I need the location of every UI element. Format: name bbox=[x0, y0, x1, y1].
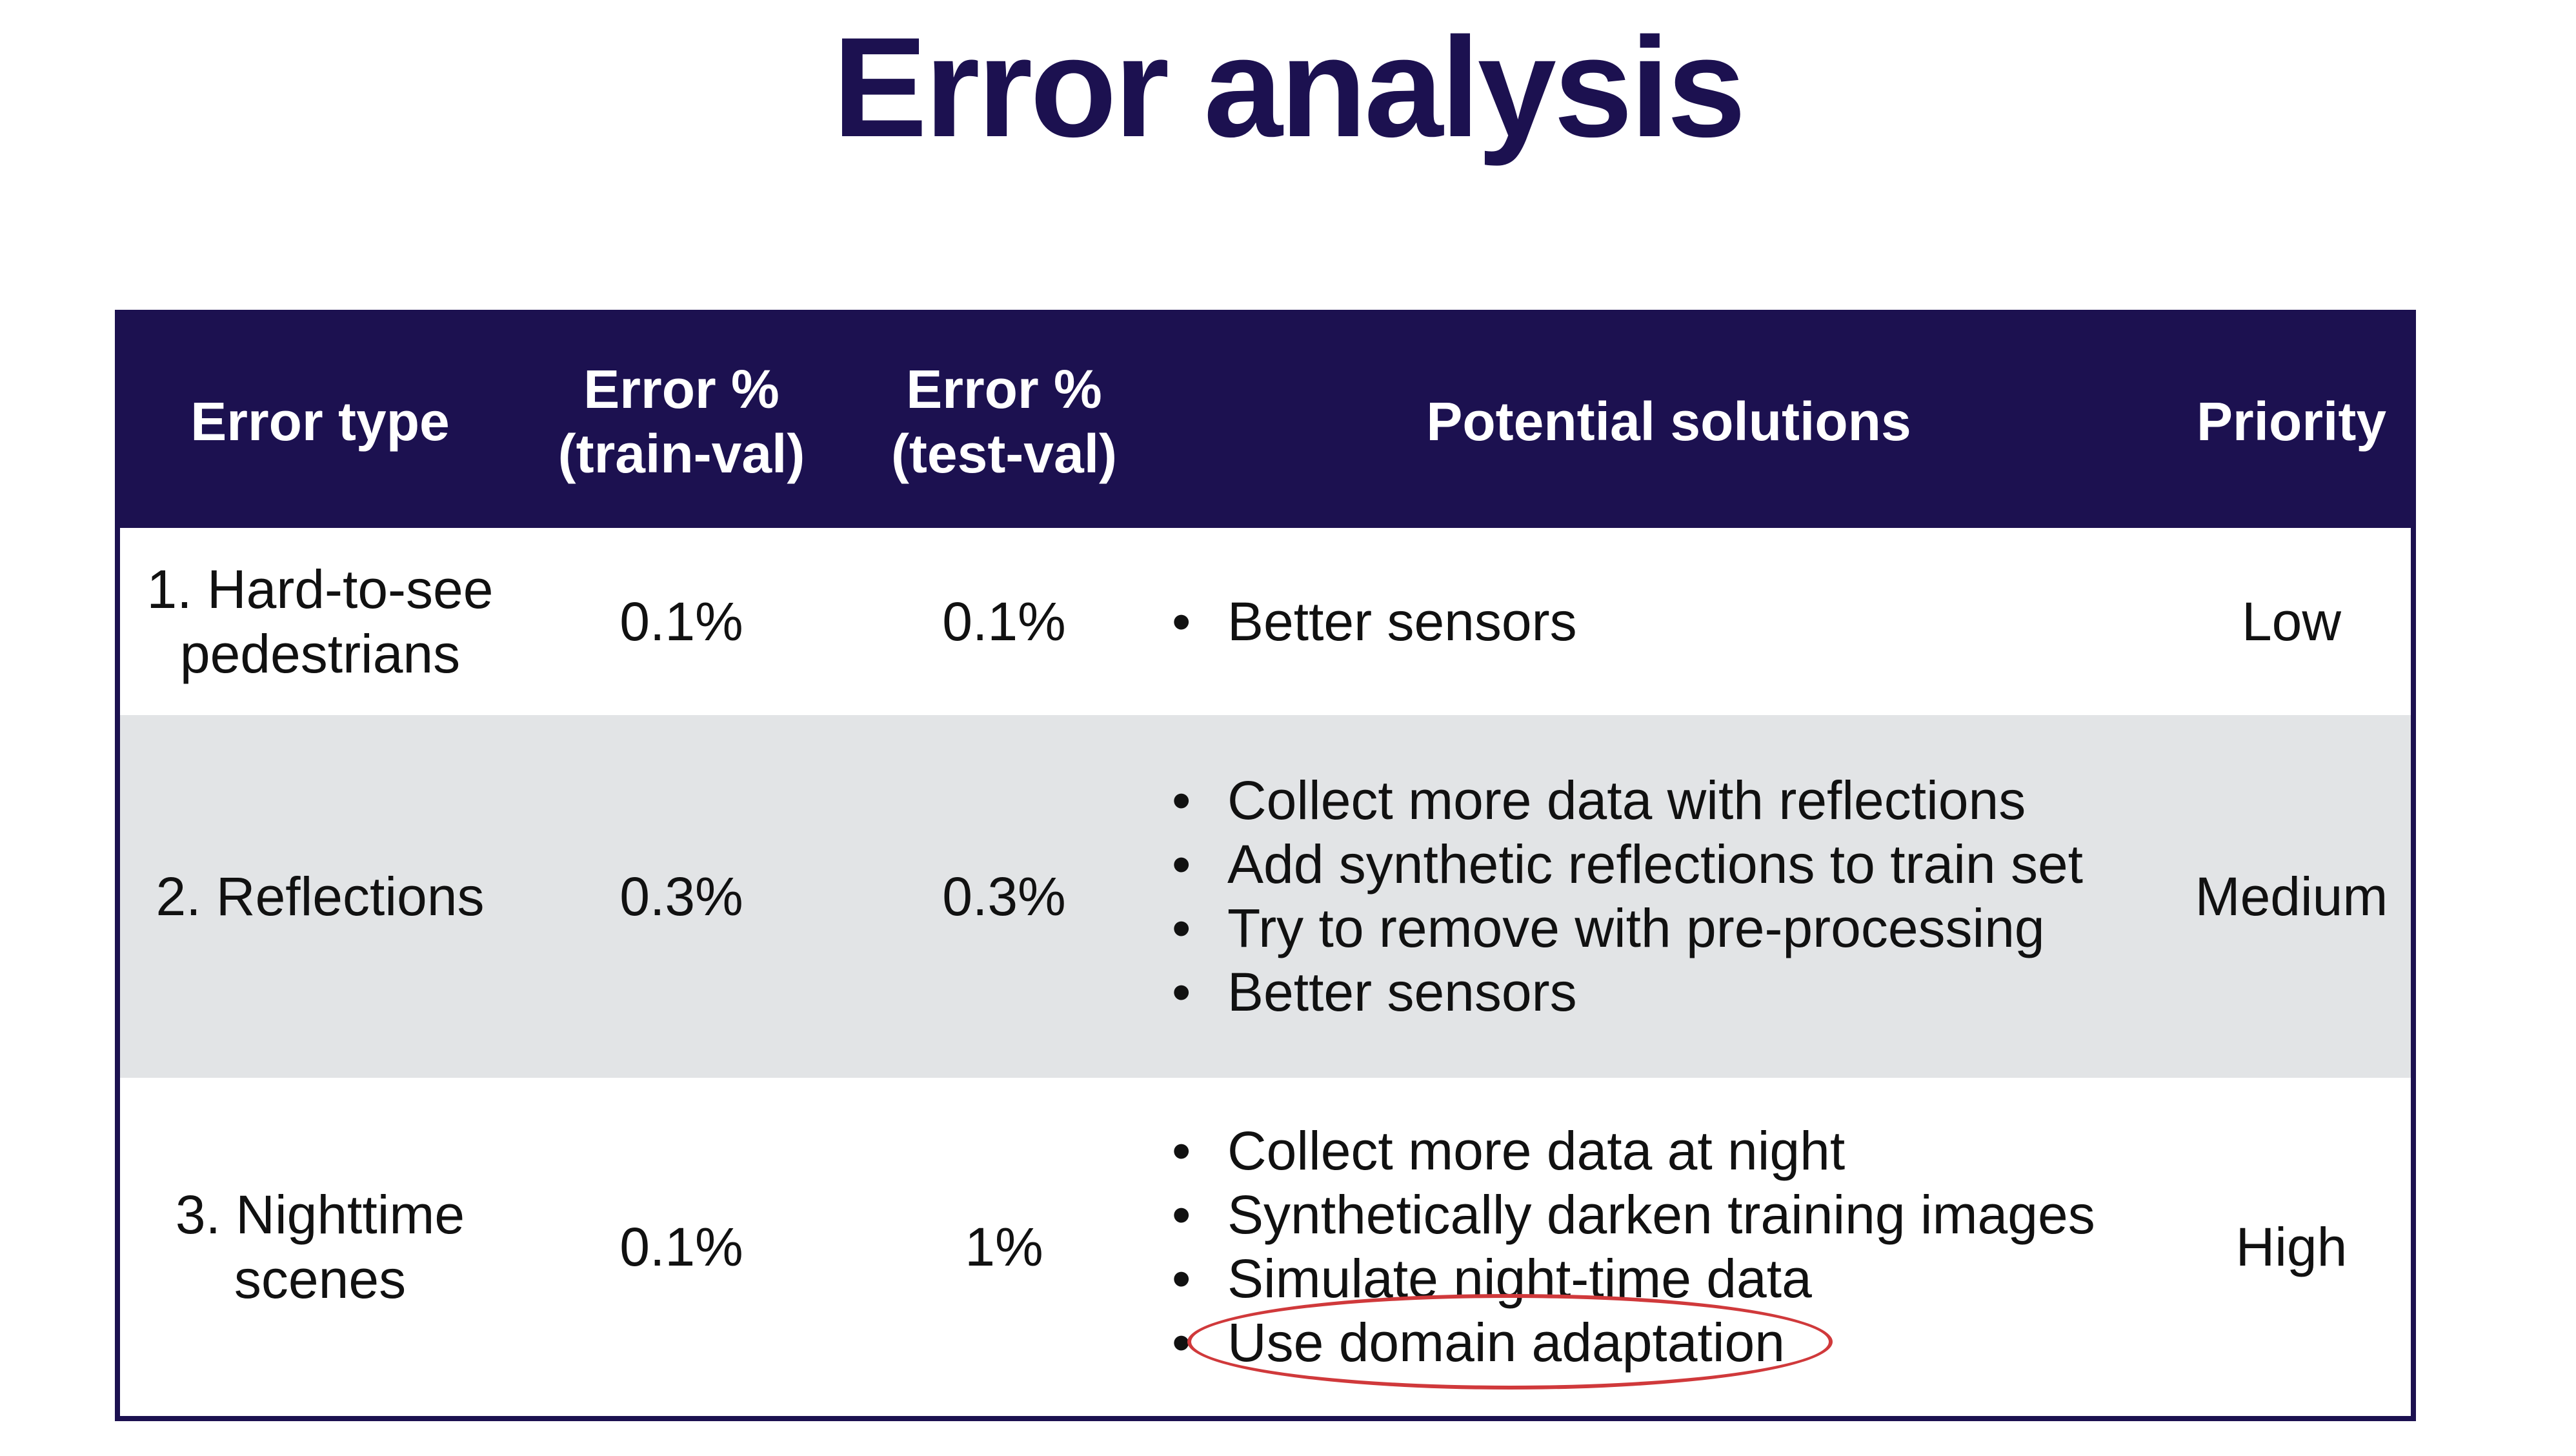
bullet-icon: • bbox=[1172, 1120, 1191, 1181]
error-type-line1: 3. Nighttime bbox=[175, 1184, 465, 1245]
header-priority: Priority bbox=[2196, 391, 2387, 452]
priority-cell: Medium bbox=[2195, 866, 2388, 927]
error-type-cell: 2. Reflections bbox=[120, 715, 520, 1078]
solution-item: • Collect more data with reflections bbox=[1165, 769, 2083, 833]
solution-item: • Simulate night-time data bbox=[1165, 1247, 2095, 1311]
header-test-val: Error % (test-val) bbox=[843, 315, 1165, 528]
error-type-cell: 3. Nighttime scenes bbox=[120, 1078, 520, 1416]
table-header-row: Error type Error % (train-val) Error % (… bbox=[120, 315, 2411, 528]
bullet-icon: • bbox=[1172, 770, 1191, 831]
bullet-icon: • bbox=[1172, 1184, 1191, 1245]
train-val-cell: 0.1% bbox=[619, 591, 743, 652]
solutions-cell: • Better sensors bbox=[1165, 528, 2172, 715]
bullet-icon: • bbox=[1172, 591, 1191, 652]
bullet-icon: • bbox=[1172, 898, 1191, 958]
solution-item: • Collect more data at night bbox=[1165, 1119, 2095, 1183]
bullet-icon: • bbox=[1172, 1312, 1191, 1373]
solution-item: • Add synthetic reflections to train set bbox=[1165, 833, 2083, 896]
error-type-cell: 1. Hard-to-see pedestrians bbox=[120, 528, 520, 715]
bullet-icon: • bbox=[1172, 834, 1191, 895]
solution-item: • Better sensors bbox=[1165, 590, 1577, 654]
error-type-line2: pedestrians bbox=[179, 623, 461, 684]
train-val-cell: 0.3% bbox=[619, 866, 743, 927]
test-val-cell: 0.3% bbox=[942, 866, 1066, 927]
solutions-cell: • Collect more data with reflections • Add… bbox=[1165, 715, 2172, 1078]
test-val-cell: 0.1% bbox=[942, 591, 1066, 652]
test-val-cell: 1% bbox=[965, 1217, 1043, 1277]
header-solutions: Potential solutions bbox=[1426, 391, 1911, 452]
solution-item: • Synthetically darken training images bbox=[1165, 1183, 2095, 1247]
header-train-val: Error % (train-val) bbox=[520, 315, 843, 528]
header-train-val-line2: (train-val) bbox=[558, 423, 805, 484]
header-test-val-line1: Error % bbox=[906, 359, 1102, 420]
bullet-icon: • bbox=[1172, 1248, 1191, 1309]
priority-cell: Low bbox=[2241, 591, 2342, 652]
page-title: Error analysis bbox=[832, 8, 1746, 167]
error-analysis-table: Error type Error % (train-val) Error % (… bbox=[115, 310, 2416, 1421]
header-error-type: Error type bbox=[190, 391, 450, 452]
header-train-val-line1: Error % bbox=[583, 359, 780, 420]
solution-item: • Use domain adaptation bbox=[1165, 1294, 2095, 1390]
solutions-list: • Collect more data at night • Synthetical… bbox=[1165, 1119, 2095, 1390]
solution-item: • Better sensors bbox=[1165, 960, 2083, 1024]
circled-solution: Use domain adaptation bbox=[1187, 1294, 1833, 1390]
header-test-val-line2: (test-val) bbox=[891, 423, 1118, 484]
train-val-cell: 0.1% bbox=[619, 1217, 743, 1277]
priority-cell: High bbox=[2235, 1217, 2348, 1277]
solutions-list: • Better sensors bbox=[1165, 590, 1577, 654]
error-type-line2: scenes bbox=[234, 1249, 407, 1309]
table-row: 1. Hard-to-see pedestrians 0.1% 0.1% • Be… bbox=[120, 528, 2411, 715]
solutions-list: • Collect more data with reflections • Add… bbox=[1165, 769, 2083, 1024]
error-type-line1: 2. Reflections bbox=[156, 866, 485, 927]
solution-item: • Try to remove with pre-processing bbox=[1165, 896, 2083, 960]
error-type-line1: 1. Hard-to-see bbox=[146, 559, 494, 620]
bullet-icon: • bbox=[1172, 962, 1191, 1022]
solutions-cell: • Collect more data at night • Synthetical… bbox=[1165, 1078, 2172, 1416]
table-row: 2. Reflections 0.3% 0.3% • Collect more d… bbox=[120, 715, 2411, 1078]
table-row: 3. Nighttime scenes 0.1% 1% • Collect mor… bbox=[120, 1078, 2411, 1416]
